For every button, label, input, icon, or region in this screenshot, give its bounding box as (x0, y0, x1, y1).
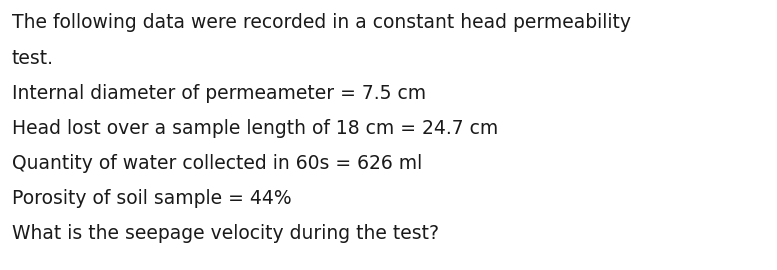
Text: What is the seepage velocity during the test?: What is the seepage velocity during the … (12, 224, 439, 243)
Text: Internal diameter of permeameter = 7.5 cm: Internal diameter of permeameter = 7.5 c… (12, 84, 426, 103)
Text: The following data were recorded in a constant head permeability: The following data were recorded in a co… (12, 14, 631, 32)
Text: Quantity of water collected in 60s = 626 ml: Quantity of water collected in 60s = 626… (12, 154, 422, 173)
Text: test.: test. (12, 49, 54, 68)
Text: Head lost over a sample length of 18 cm = 24.7 cm: Head lost over a sample length of 18 cm … (12, 119, 498, 138)
Text: Porosity of soil sample = 44%: Porosity of soil sample = 44% (12, 189, 291, 208)
